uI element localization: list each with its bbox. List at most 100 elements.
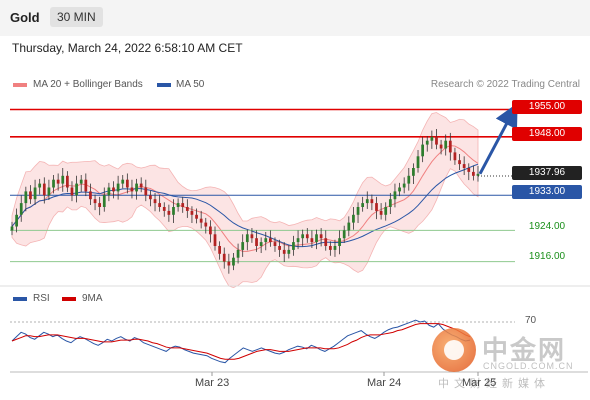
candle [102, 187, 106, 212]
candle [444, 134, 448, 156]
candle [407, 168, 411, 191]
candle [241, 234, 245, 257]
candle [61, 168, 65, 192]
watermark-url: CNGOLD.COM.CN [483, 361, 574, 371]
candle [365, 191, 369, 209]
candle [130, 179, 134, 199]
candle [315, 229, 318, 250]
candle [379, 203, 383, 220]
candle [384, 202, 388, 221]
candle [70, 181, 74, 202]
rsi-legend-label: RSI [33, 293, 50, 304]
candle [245, 229, 249, 251]
candle [324, 230, 328, 251]
rsi-line [11, 319, 471, 364]
candle [98, 196, 102, 216]
candle [278, 239, 281, 257]
rsi-70-label: 70 [525, 315, 537, 326]
candle [209, 220, 212, 243]
candle [435, 129, 438, 150]
candle [89, 183, 92, 206]
candle [255, 230, 258, 252]
forecast-arrow [478, 102, 518, 175]
candle [56, 173, 60, 191]
candle [75, 175, 78, 203]
candle [370, 194, 374, 211]
candle [476, 166, 480, 182]
candle [259, 237, 263, 254]
candle [29, 185, 32, 204]
ma50-legend-swatch [157, 83, 171, 87]
candle [388, 192, 392, 215]
candle [421, 136, 425, 163]
candle [273, 237, 277, 252]
candle [347, 216, 351, 237]
candle [342, 225, 346, 243]
candle [287, 245, 291, 259]
resistance-label-1948: 1948.00 [512, 127, 582, 141]
candle [65, 171, 69, 193]
copyright-text: Research © 2022 Trading Central [430, 79, 580, 90]
candle [10, 221, 14, 236]
support-label-1916: 1916.00 [528, 251, 566, 262]
candle [305, 228, 309, 243]
candle [144, 179, 148, 202]
bollinger-middle-line [11, 145, 479, 252]
x-tick-label-mar23: Mar 23 [195, 377, 230, 389]
candle [430, 130, 434, 149]
candle [264, 231, 268, 251]
candle [296, 230, 300, 250]
candle [121, 175, 125, 189]
candle [402, 177, 406, 194]
candle [338, 230, 341, 255]
watermark-title: 中金网 [482, 335, 567, 365]
candle [425, 136, 429, 152]
candle [24, 186, 28, 212]
candle [467, 163, 471, 181]
x-tick-label-mar24: Mar 24 [367, 377, 402, 389]
candle [139, 177, 143, 193]
candle [158, 195, 162, 212]
bollinger-legend-label: MA 20 + Bollinger Bands [33, 79, 143, 90]
candle [232, 253, 235, 271]
candle [79, 175, 83, 192]
candle [15, 208, 18, 233]
candle [250, 228, 254, 243]
candle [125, 173, 129, 194]
candle [222, 247, 226, 269]
candle [319, 228, 323, 247]
candle [236, 243, 240, 264]
candle [218, 241, 221, 260]
candle [416, 150, 420, 173]
candle [292, 235, 295, 256]
candle [107, 182, 111, 202]
watermark-logo-inner [444, 340, 464, 360]
bollinger-legend-swatch [13, 83, 27, 87]
ma9-legend-swatch [62, 297, 76, 301]
candle [84, 173, 88, 197]
timeframe-selector[interactable]: 30 MIN [50, 7, 103, 27]
candle [181, 196, 185, 213]
candle [38, 178, 42, 195]
candle [282, 242, 286, 262]
support-label-1924: 1924.00 [528, 221, 566, 232]
candle [190, 206, 194, 223]
candle [352, 207, 355, 230]
candle [19, 195, 23, 222]
candle [458, 153, 461, 170]
candle [185, 199, 189, 218]
ma50-legend-label: MA 50 [176, 79, 205, 90]
candle [361, 196, 365, 212]
candle [112, 181, 115, 199]
candle [213, 226, 217, 251]
candle [33, 179, 37, 206]
candle [453, 147, 457, 165]
candle [47, 179, 51, 200]
candle [472, 165, 475, 181]
candle [398, 182, 401, 197]
candle [116, 175, 120, 200]
last-price-label: 1937.96 [512, 166, 582, 180]
rsi-legend-swatch [13, 297, 27, 301]
bollinger-band-area [11, 112, 479, 289]
candle [356, 202, 360, 223]
